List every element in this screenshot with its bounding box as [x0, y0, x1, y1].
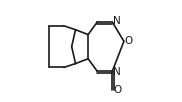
Text: N: N [113, 16, 121, 26]
Text: O: O [125, 36, 133, 46]
Text: O: O [113, 85, 121, 95]
Text: N: N [113, 67, 121, 77]
